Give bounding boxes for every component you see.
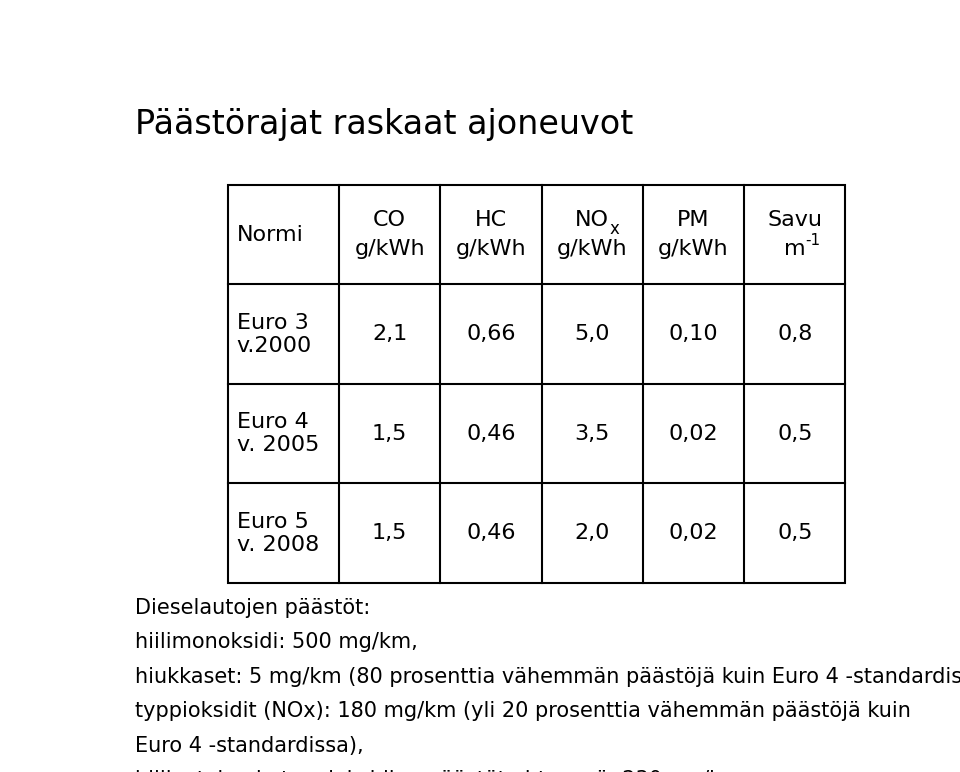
Text: Normi: Normi [237,225,303,245]
Text: 0,02: 0,02 [669,424,718,444]
Text: 0,46: 0,46 [467,523,516,543]
Text: 2,1: 2,1 [372,324,407,344]
Text: g/kWh: g/kWh [456,239,526,259]
Text: g/kWh: g/kWh [557,239,628,259]
Text: 0,5: 0,5 [777,523,812,543]
Text: 0,66: 0,66 [467,324,516,344]
Text: Päästörajat raskaat ajoneuvot: Päästörajat raskaat ajoneuvot [134,107,634,141]
Text: HC: HC [475,210,507,230]
Text: hiukkaset: 5 mg/km (80 prosenttia vähemmän päästöjä kuin Euro 4 -standardissa),: hiukkaset: 5 mg/km (80 prosenttia vähemm… [134,667,960,687]
Text: NO: NO [575,210,610,230]
Text: 0,10: 0,10 [669,324,718,344]
Text: 2,0: 2,0 [574,523,610,543]
Text: 0,8: 0,8 [777,324,812,344]
Text: 0,02: 0,02 [669,523,718,543]
Text: g/kWh: g/kWh [354,239,425,259]
Text: g/kWh: g/kWh [659,239,729,259]
Text: m: m [784,239,805,259]
Text: 3,5: 3,5 [574,424,610,444]
Text: -1: -1 [805,233,821,248]
Text: Savu: Savu [767,210,823,230]
Text: Euro 4 -standardissa),: Euro 4 -standardissa), [134,736,364,756]
Text: 0,5: 0,5 [777,424,812,444]
Text: 1,5: 1,5 [372,523,407,543]
Text: hiilivetyjen ja typpioksidien päästöt yhteensä: 230 mg/km.: hiilivetyjen ja typpioksidien päästöt yh… [134,770,748,772]
Text: 0,46: 0,46 [467,424,516,444]
Text: Euro 4
v. 2005: Euro 4 v. 2005 [237,412,319,455]
Text: x: x [610,219,619,238]
Text: hiilimonoksidi: 500 mg/km,: hiilimonoksidi: 500 mg/km, [134,632,418,652]
Text: Dieselautojen päästöt:: Dieselautojen päästöt: [134,598,371,618]
Text: Euro 5
v. 2008: Euro 5 v. 2008 [237,512,319,555]
Text: typpioksidit (NOx): 180 mg/km (yli 20 prosenttia vähemmän päästöjä kuin: typpioksidit (NOx): 180 mg/km (yli 20 pr… [134,701,911,721]
Text: PM: PM [677,210,709,230]
Text: 5,0: 5,0 [574,324,610,344]
Text: 1,5: 1,5 [372,424,407,444]
Text: CO: CO [373,210,406,230]
Text: Euro 3
v.2000: Euro 3 v.2000 [237,313,312,356]
